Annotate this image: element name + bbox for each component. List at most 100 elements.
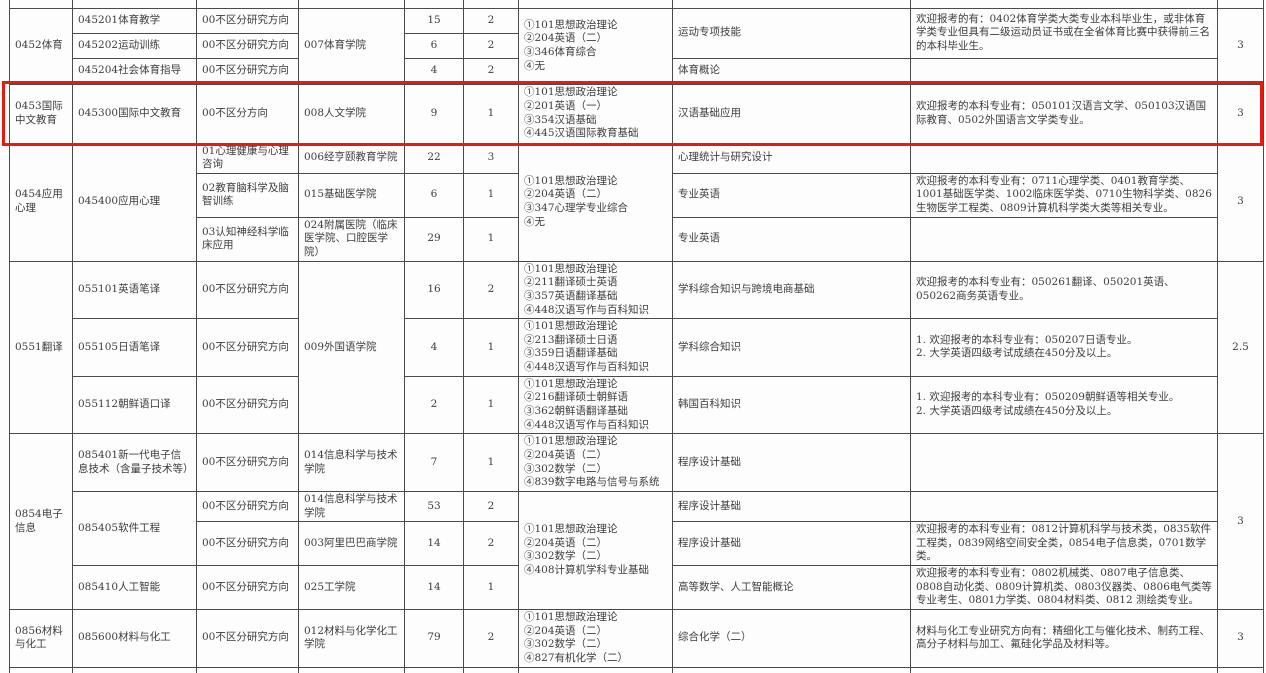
direction-cell: 00不区分研究方向 [196, 521, 299, 567]
secondary-subject-cell: 学科综合知识与跨境电商基础 [672, 260, 911, 320]
admissions-majors-table: 0452体育 045201体育教学 00不区分研究方向 007体育学院 15 2… [9, 0, 1264, 673]
count-cell: 1 [463, 318, 519, 377]
exam-subjects-cell: ①101思想政治理论 ②204英语（二） ③302数学（二） ④827有机化学（… [518, 609, 673, 668]
secondary-subject-cell: 程序设计基础 [672, 521, 911, 567]
college-cell: 007体育学院 [298, 7, 405, 85]
count-cell: 2 [463, 521, 519, 567]
direction-cell: 00不区分研究方向 [196, 318, 299, 377]
category-cell: 0452体育 [9, 7, 73, 85]
quota-cell: 29 [404, 216, 464, 262]
direction-cell: 00不区分研究方向 [196, 433, 299, 492]
count-cell: 1 [463, 433, 519, 492]
remarks-cell: 欢迎报考的有：0402体育学类大类专业本科毕业生，或非体育学类专业但具有二级运动… [910, 7, 1218, 59]
exam-subjects-cell: ①101思想政治理论 ②216翻译硕士朝鲜语 ③362朝鲜语翻译基础 ④448汉… [518, 375, 673, 435]
college-cell: 015基础医学院 [298, 172, 405, 218]
count-cell: 1 [463, 375, 519, 435]
college-cell: 012材料与化学化工学院 [298, 609, 405, 668]
college-cell: 003阿里巴巴商学院 [298, 521, 405, 567]
quota-cell: 4 [404, 57, 464, 85]
table-row: 0854电子信息 085401新一代电子信息技术（含量子技术等） 00不区分研究… [9, 433, 1264, 610]
major-cell: 045204社会体育指导 [72, 57, 197, 85]
empty-cell [518, 666, 673, 673]
empty-cell [910, 0, 1218, 9]
table-row: 00不区分研究方向 003阿里巴巴商学院 14 2 程序设计基础 欢迎报考的本科… [10, 521, 1264, 567]
years-cell: 3 [1217, 142, 1264, 262]
major-cell: 085410人工智能 [72, 565, 197, 610]
major-cell: 045300国际中文教育 [72, 83, 197, 144]
count-cell: 2 [463, 7, 519, 34]
secondary-subject-cell: 程序设计基础 [672, 490, 911, 523]
category-cell: 0454应用心理 [9, 142, 73, 262]
empty-cell [1217, 0, 1264, 9]
remarks-cell: 欢迎报考的本科专业有：0812计算机科学与技术类，0835软件工程类，0839网… [910, 521, 1218, 567]
table-row: 0454应用心理 045400应用心理 01心理健康与心理咨询 006经亨颐教育… [9, 142, 1264, 262]
remarks-cell: 欢迎报考的本科专业有：0802机械类、0807电子信息类、0808自动化类、08… [910, 565, 1218, 610]
table-row [9, 0, 1264, 9]
secondary-subject-cell: 专业英语 [672, 216, 911, 262]
secondary-subject-cell: 体育概论 [672, 57, 911, 85]
remarks-cell: 欢迎报考的本科专业有：050261翻译、050201英语、050262商务英语专… [910, 260, 1218, 320]
count-cell: 1 [463, 172, 519, 218]
remarks-cell: 1. 欢迎报考的本科专业有：050207日语专业。 2. 大学英语四级考试成绩在… [910, 318, 1218, 377]
direction-cell: 00不区分研究方向 [196, 260, 299, 320]
count-cell: 2 [463, 260, 519, 320]
direction-cell: 02教育脑科学及脑智训练 [196, 172, 299, 218]
empty-cell [672, 666, 911, 673]
empty-cell [196, 666, 299, 673]
exam-subjects-cell: ①101思想政治理论 ②204英语（二） ③302数学（二） ④408计算机学科… [518, 490, 673, 611]
secondary-subject-cell: 韩国百科知识 [672, 375, 911, 435]
college-cell: 025工学院 [298, 565, 405, 610]
quota-cell: 7 [404, 433, 464, 492]
major-cell: 045400应用心理 [72, 142, 197, 262]
college-cell: 008人文学院 [298, 83, 405, 144]
quota-cell: 15 [404, 7, 464, 34]
table-row: 045202运动训练 00不区分研究方向 6 2 [10, 32, 1264, 59]
table-row: 055105日语笔译 00不区分研究方向 4 1 ①101思想政治理论 ②213… [10, 318, 1264, 377]
direction-cell: 00不区分研究方向 [196, 565, 299, 610]
secondary-subject-cell: 高等数学、人工智能概论 [672, 565, 911, 610]
secondary-subject-cell: 汉语基础应用 [672, 83, 911, 144]
years-cell: 3 [1217, 609, 1264, 668]
quota-cell: 53 [404, 490, 464, 523]
count-cell: 2 [463, 609, 519, 668]
highlighted-row: 0453国际中文教育 045300国际中文教育 00不区分方向 008人文学院 … [9, 83, 1264, 144]
direction-cell: 03认知神经科学临床应用 [196, 216, 299, 262]
major-cell: 055112朝鲜语口译 [72, 375, 197, 435]
direction-cell: 00不区分研究方向 [196, 490, 299, 523]
exam-subjects-cell: ①101思想政治理论 ②201英语（一） ③354汉语基础 ④445汉语国际教育… [518, 83, 673, 144]
empty-cell [72, 666, 197, 673]
years-cell: 3 [1217, 7, 1264, 85]
remarks-cell [910, 216, 1218, 262]
years-cell: 3 [1217, 433, 1264, 610]
remarks-cell: 欢迎报考的本科专业有：050101汉语言文学、050103汉语国际教育、0502… [910, 83, 1218, 144]
secondary-subject-cell: 程序设计基础 [672, 433, 911, 492]
secondary-subject-cell: 学科综合知识 [672, 318, 911, 377]
exam-subjects-cell: ①101思想政治理论 ②204英语（二） ③302数学（二） ④839数字电路与… [518, 433, 673, 492]
exam-subjects-cell: ①101思想政治理论 ②204英语（二） ③347心理学专业综合 ④无 [518, 142, 673, 262]
remarks-cell: 1. 欢迎报考的本科专业有：050209朝鲜语等相关专业。 2. 大学英语四级考… [910, 375, 1218, 435]
college-cell: 014信息科学与技术学院 [298, 490, 405, 523]
count-cell: 2 [463, 57, 519, 85]
years-cell: 3 [1217, 83, 1264, 144]
table-row: 0452体育 045201体育教学 00不区分研究方向 007体育学院 15 2… [9, 7, 1264, 85]
remarks-cell: 材料与化工专业研究方向有：精细化工与催化技术、制药工程、高分子材料与加工、氟硅化… [910, 609, 1218, 668]
quota-cell: 79 [404, 609, 464, 668]
empty-cell [404, 666, 464, 673]
empty-cell [463, 0, 519, 9]
exam-subjects-cell: ①101思想政治理论 ②213翻译硕士日语 ③359日语翻译基础 ④448汉语写… [518, 318, 673, 377]
quota-cell: 22 [404, 142, 464, 174]
count-cell: 1 [463, 216, 519, 262]
quota-cell: 4 [404, 318, 464, 377]
quota-cell: 16 [404, 260, 464, 320]
quota-cell: 9 [404, 83, 464, 144]
count-cell: 1 [463, 83, 519, 144]
table-row: 085405软件工程 00不区分研究方向 014信息科学与技术学院 53 2 ①… [10, 490, 1264, 611]
table-row: 03认知神经科学临床应用 024附属医院（临床医学院、口腔医学院） 29 1 专… [10, 216, 1264, 262]
college-cell: 024附属医院（临床医学院、口腔医学院） [298, 216, 405, 262]
major-cell: 045202运动训练 [72, 32, 197, 59]
direction-cell: 00不区分研究方向 [196, 57, 299, 85]
empty-cell [196, 0, 299, 9]
category-cell: 0551翻译 [9, 260, 73, 435]
empty-cell [910, 666, 1218, 673]
